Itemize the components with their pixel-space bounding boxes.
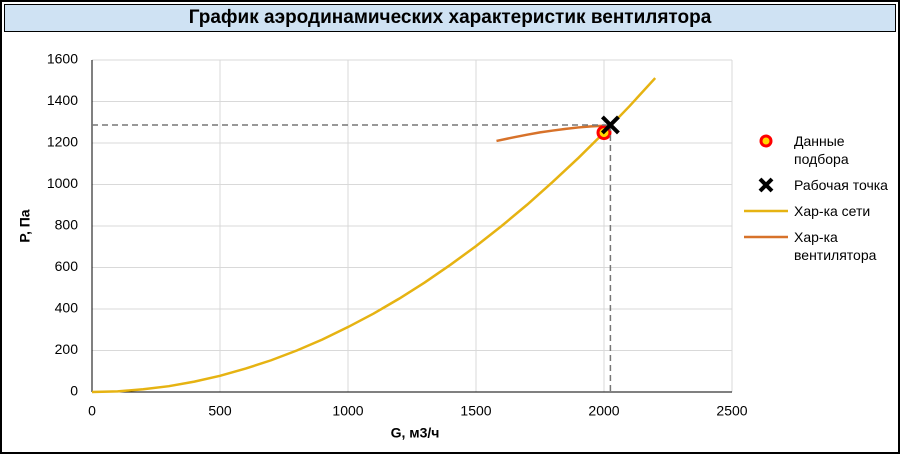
legend-item: Данные подбора [742,132,889,168]
y-tick-label: 1600 [47,51,78,67]
series-line [91,77,657,394]
legend-label: Рабочая точка [794,177,888,193]
legend-label: Хар-ка сети [794,203,871,219]
x-tick-label: 2000 [588,403,619,419]
y-tick-label: 400 [55,300,79,316]
legend-key [759,134,773,148]
x-tick-label: 500 [208,403,232,419]
legend-key [744,235,788,239]
chart-title: График аэродинамических характеристик ве… [4,4,896,32]
x-tick-label: 1000 [332,403,363,419]
y-tick-label: 1400 [47,92,78,108]
legend-key [744,209,788,213]
legend: Данные подбора Рабочая точка Хар-ка сети Ха… [742,132,892,272]
legend-label: Данные подбора [794,133,849,167]
legend-item: Хар-ка сети [742,202,889,220]
y-tick-label: 800 [55,217,79,233]
legend-item: Рабочая точка [742,176,889,194]
x-tick-label: 0 [88,403,96,419]
y-tick-label: 0 [70,383,78,399]
point [600,115,620,135]
series-line [496,124,605,143]
legend-swatch [759,134,773,148]
legend-swatch [758,177,774,193]
legend-label: Хар-ка вентилятора [794,229,877,263]
y-tick-label: 1000 [47,175,78,191]
legend-item: Хар-ка вентилятора [742,228,889,264]
y-tick-label: 600 [55,258,79,274]
y-tick-label: 1200 [47,134,78,150]
x-axis-title: G, м3/ч [391,425,440,441]
legend-key [758,177,774,193]
y-axis-title: P, Па [17,209,33,242]
x-tick-label: 2500 [716,403,747,419]
y-tick-label: 200 [55,341,79,357]
x-tick-label: 1500 [460,403,491,419]
